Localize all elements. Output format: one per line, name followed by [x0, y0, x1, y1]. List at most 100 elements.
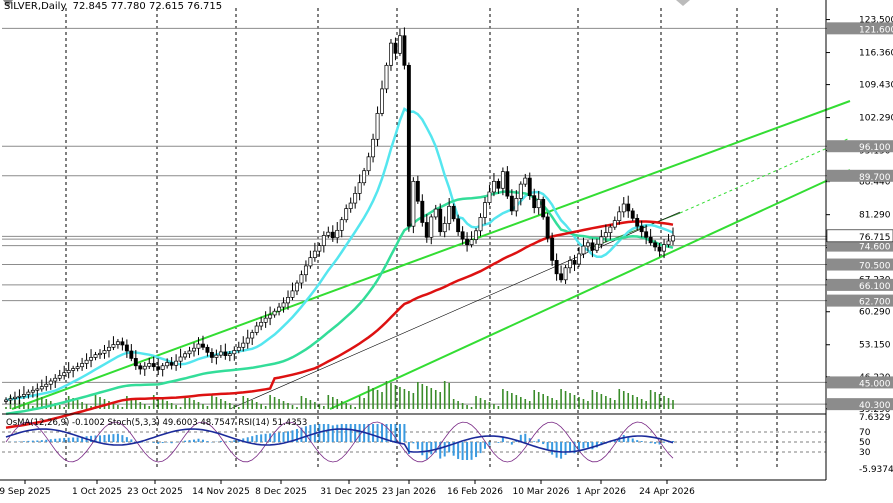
- osma-bar: [49, 439, 52, 442]
- level-label: 66.100: [859, 282, 891, 292]
- volume-bar: [157, 397, 160, 409]
- volume-bar: [224, 401, 227, 409]
- volume-bar: [394, 385, 397, 409]
- price-tick-label: 116.360: [859, 49, 893, 59]
- candle-body: [223, 351, 228, 356]
- candle-body: [581, 245, 586, 255]
- volume-bar: [255, 402, 258, 409]
- candle-body: [147, 363, 152, 367]
- candle-body: [326, 231, 331, 236]
- candle-body: [460, 231, 465, 240]
- osma-bar: [193, 439, 196, 442]
- candle-body: [44, 383, 49, 387]
- volume-bar: [587, 401, 589, 409]
- candle-body: [129, 350, 134, 359]
- volume-bar: [461, 403, 464, 409]
- volume-bar: [663, 396, 665, 409]
- candle-body: [142, 365, 147, 370]
- volume-bar: [112, 403, 115, 409]
- candle-body: [451, 205, 456, 220]
- ohlc-open: 72.845: [72, 1, 108, 12]
- osma-bar: [273, 433, 276, 442]
- osma-bar: [412, 442, 415, 444]
- level-label: 121.600: [859, 25, 893, 35]
- osma-bar: [551, 442, 554, 455]
- volume-bar: [475, 396, 477, 409]
- osma-bar: [349, 424, 352, 442]
- volume-bar: [130, 398, 133, 409]
- candle-body: [639, 225, 644, 233]
- osma-bar: [528, 438, 531, 442]
- osma-bar: [152, 442, 155, 443]
- volume-bar: [367, 386, 370, 409]
- level-label-box: [827, 376, 893, 389]
- osma-bar: [31, 440, 34, 442]
- volume-bar: [287, 403, 289, 409]
- candle-body: [505, 171, 510, 197]
- candle-body: [577, 253, 581, 265]
- candle-body: [626, 203, 631, 212]
- volume-bar: [58, 405, 61, 409]
- level-label-box: [827, 258, 893, 271]
- price-tick-label: 88.440: [859, 178, 891, 188]
- osma-bar: [591, 442, 594, 450]
- time-tick-label: 1 Apr 2026: [576, 487, 626, 497]
- volume-bar: [139, 402, 142, 409]
- candle-body: [80, 363, 85, 368]
- trend-line-extension: [679, 137, 851, 214]
- candle-body: [8, 398, 13, 401]
- osma-bar: [63, 437, 66, 442]
- price-tick-label: 109.430: [859, 81, 893, 91]
- candle-body: [21, 394, 26, 397]
- candle-body: [254, 325, 259, 333]
- osma-bar: [161, 442, 164, 444]
- candle-body: [218, 351, 223, 356]
- candle-body: [424, 222, 429, 238]
- volume-bar: [381, 392, 383, 409]
- candle-body: [500, 171, 505, 189]
- candle-body: [366, 156, 371, 172]
- candle-body: [397, 35, 402, 54]
- candle-body: [312, 250, 317, 258]
- osma-bar: [54, 438, 57, 442]
- osma-bar: [206, 441, 209, 442]
- osma-bar: [654, 442, 657, 444]
- candle-body: [209, 352, 214, 358]
- volume-bar: [193, 400, 195, 409]
- volume-bar: [269, 395, 271, 409]
- volume-bar: [564, 391, 567, 409]
- volume-bar: [121, 407, 124, 409]
- volume-bar: [175, 405, 177, 409]
- volume-bar: [233, 405, 236, 409]
- volume-bar: [546, 396, 549, 409]
- osma-bar: [58, 438, 61, 442]
- volume-bar: [479, 398, 482, 409]
- osma-bar: [282, 432, 285, 442]
- volume-bar: [99, 397, 101, 409]
- candle-body: [124, 344, 129, 352]
- osma-bar: [233, 440, 236, 442]
- candle-body: [107, 346, 111, 351]
- candle-body: [554, 260, 559, 275]
- candle-body: [84, 359, 89, 364]
- osma-bar: [287, 431, 290, 442]
- volume-bar: [654, 392, 656, 409]
- candle-body: [53, 377, 58, 382]
- volume-bar: [152, 395, 155, 409]
- candle-body: [429, 216, 434, 238]
- volume-bar: [126, 396, 128, 409]
- volume-bar: [466, 405, 468, 409]
- candle-body: [169, 362, 174, 366]
- volume-bar: [596, 392, 598, 409]
- candle-body: [353, 193, 358, 204]
- level-label: 62.700: [859, 298, 891, 308]
- candle-body: [456, 218, 461, 233]
- candle-body: [236, 346, 241, 351]
- candle-body: [111, 344, 116, 348]
- candle-body: [89, 357, 94, 361]
- volume-bar: [45, 399, 48, 409]
- level-label-box: [827, 278, 893, 291]
- osma-bar: [260, 434, 263, 442]
